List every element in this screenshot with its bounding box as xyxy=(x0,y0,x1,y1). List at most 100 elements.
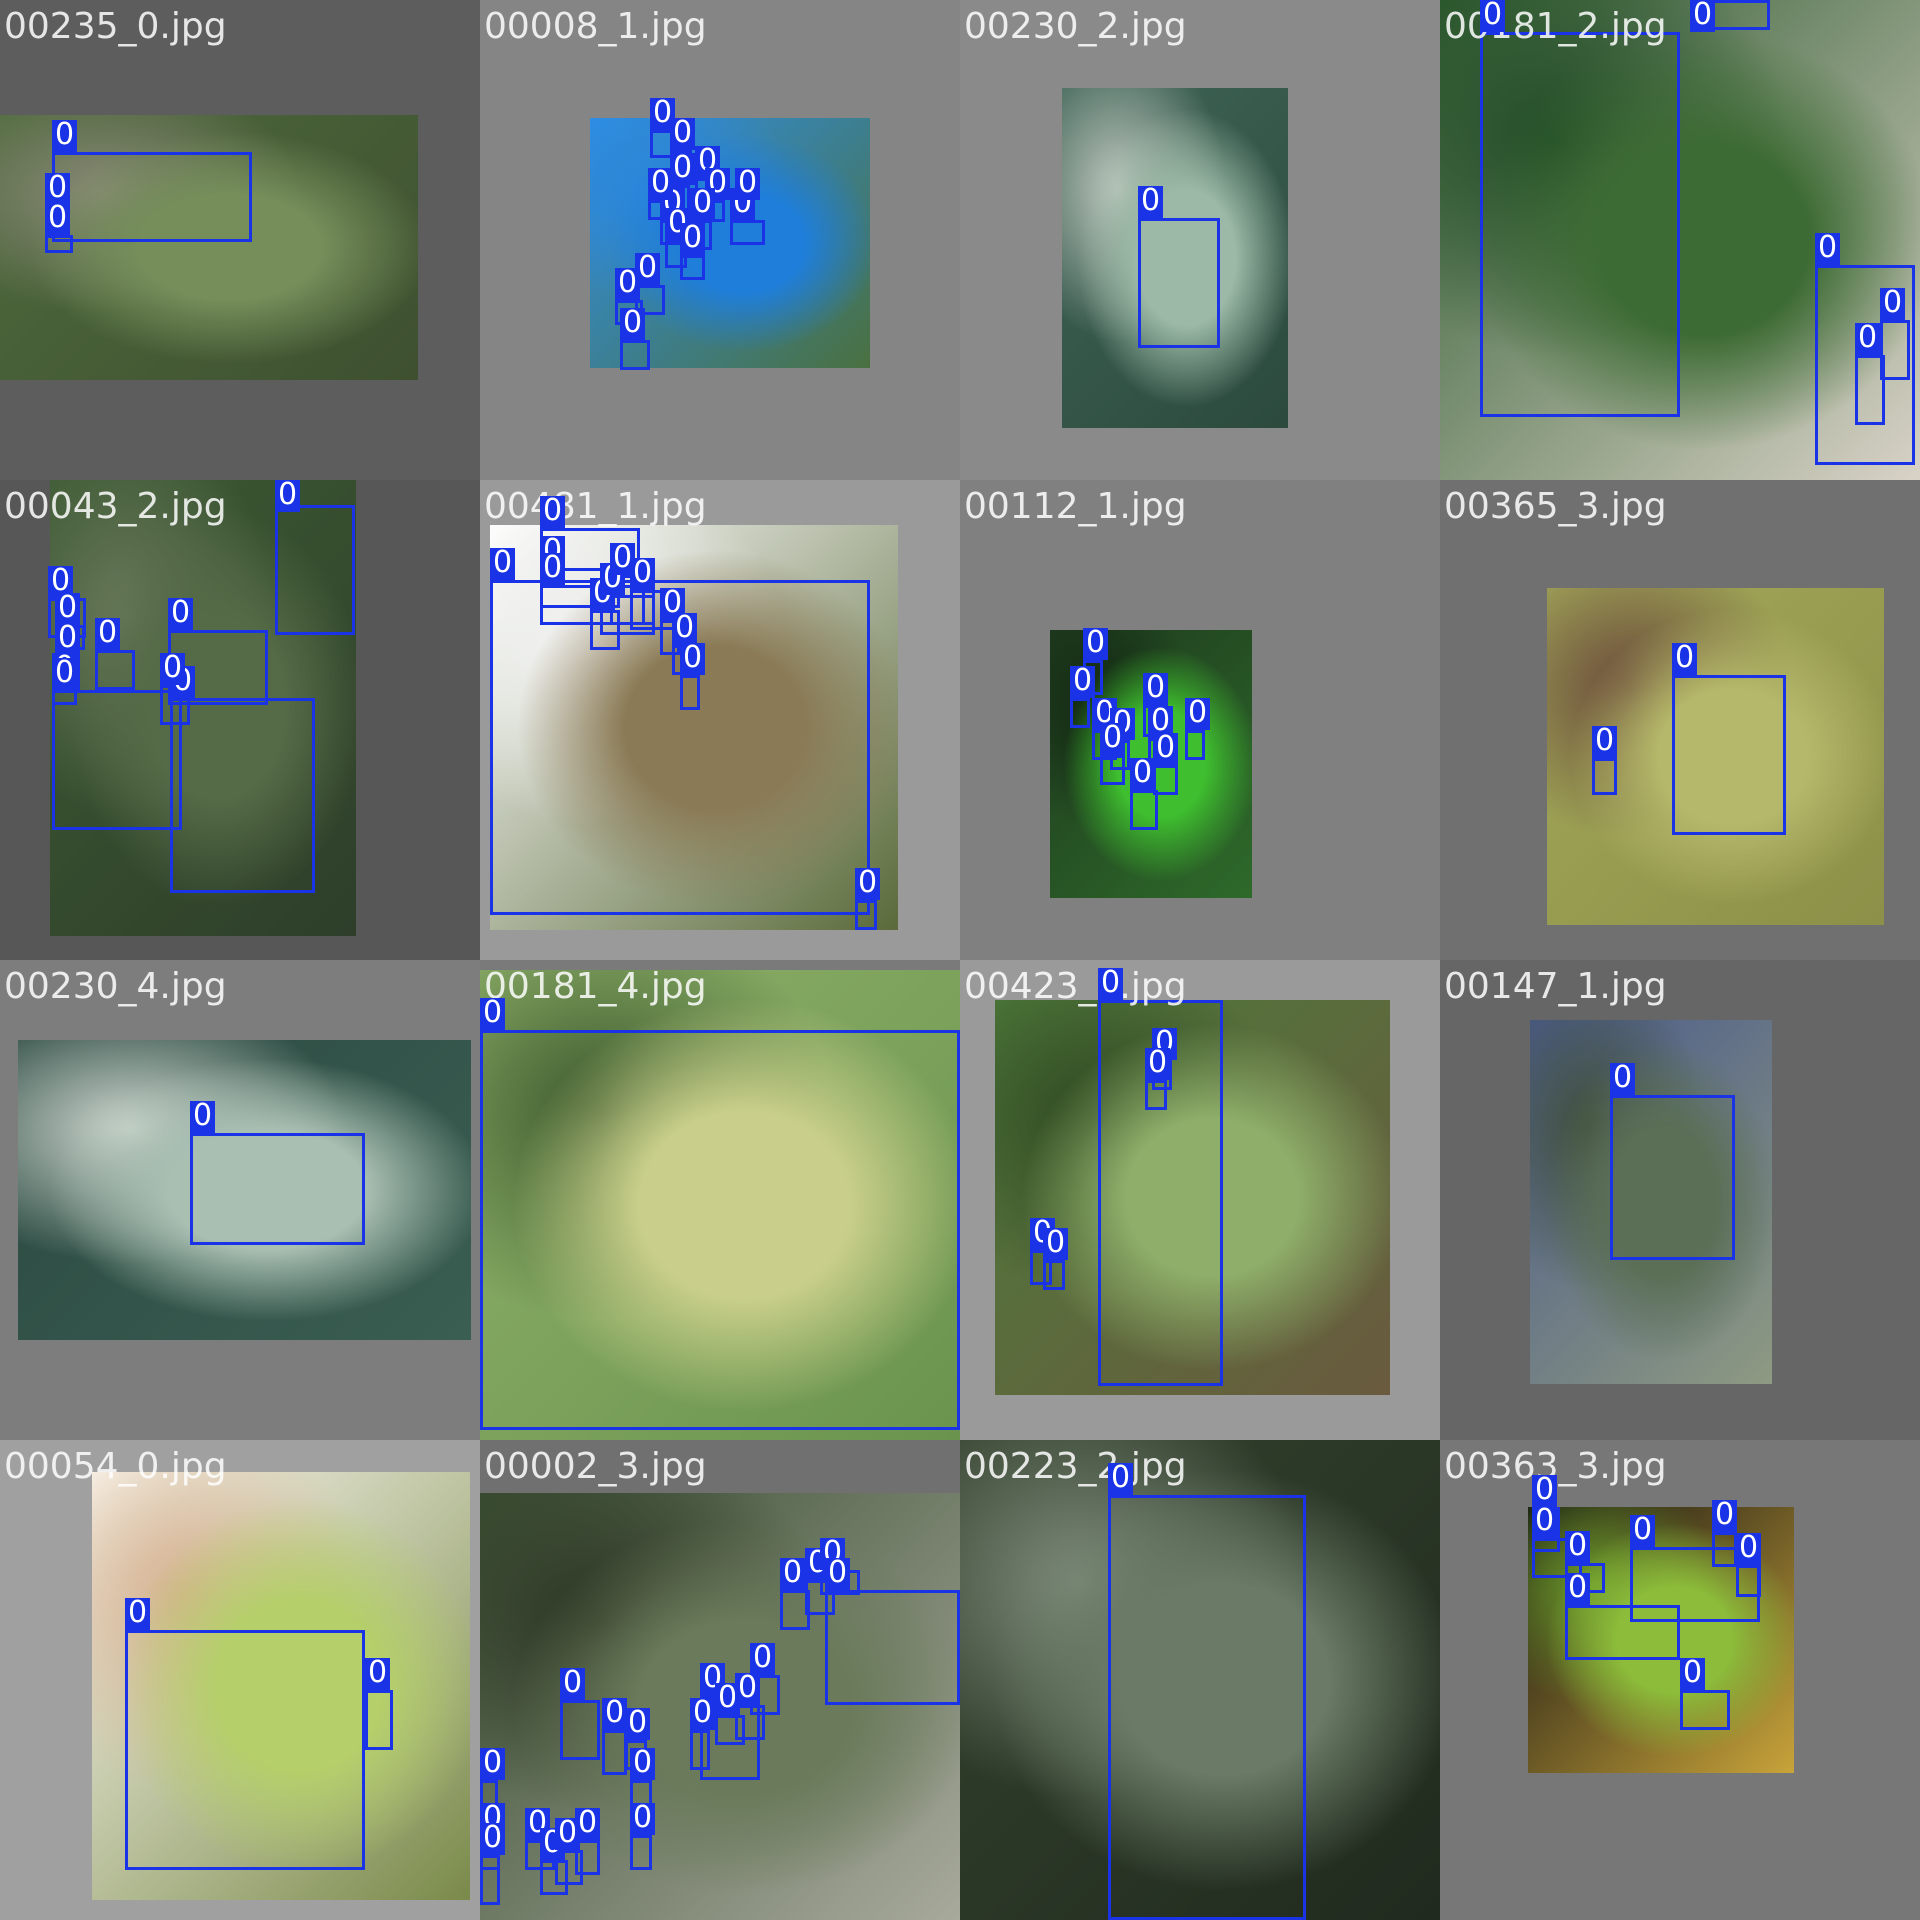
class-label: 0 xyxy=(490,548,515,580)
image-filename: 00365_3.jpg xyxy=(1444,486,1667,528)
class-label: 0 xyxy=(650,98,675,130)
detection-box xyxy=(560,1700,600,1760)
detection-box xyxy=(680,675,700,710)
detection-box xyxy=(1610,1095,1735,1260)
detection-box xyxy=(1880,320,1910,380)
class-label: 0 xyxy=(602,1698,627,1730)
class-label: 0 xyxy=(855,868,880,900)
detection-box xyxy=(730,220,765,245)
detection-box xyxy=(365,1690,393,1750)
class-label: 0 xyxy=(52,120,77,152)
mosaic-tile: 00230_2.jpg 0 xyxy=(960,0,1440,480)
class-label: 0 xyxy=(620,308,645,340)
image-filename: 00230_2.jpg xyxy=(964,6,1187,48)
detection-box xyxy=(125,1630,365,1870)
class-label: 0 xyxy=(1108,1463,1133,1495)
class-label: 0 xyxy=(365,1658,390,1690)
mosaic-tile: 00363_3.jpg 0 0 0 0 0 0 0 0 xyxy=(1440,1440,1920,1920)
class-label: 0 xyxy=(1100,723,1125,755)
image-filename: 00181_4.jpg xyxy=(484,966,707,1008)
mosaic-tile: 00423_3.jpg00000 xyxy=(960,960,1440,1440)
mosaic-tile: 00002_3.jpg 0 0 0 0 0 0 0 0 0 0 0 0 0 0 0 0 0 0 0 0 0 xyxy=(480,1440,960,1920)
class-label: 0 xyxy=(1145,1048,1170,1080)
detection-box xyxy=(602,1730,627,1775)
detection-box xyxy=(1138,218,1220,348)
class-label: 0 xyxy=(1098,968,1123,1000)
class-label: 0 xyxy=(125,1598,150,1630)
class-label: 0 xyxy=(168,598,193,630)
class-label: 0 xyxy=(1592,726,1617,758)
class-label: 0 xyxy=(575,1808,600,1840)
mosaic-tile: 00223_2.jpg 0 xyxy=(960,1440,1440,1920)
mosaic-tile: 00147_1.jpg 0 xyxy=(1440,960,1920,1440)
image-filename: 00147_1.jpg xyxy=(1444,966,1667,1008)
class-label: 0 xyxy=(1565,1531,1590,1563)
class-label: 0 xyxy=(275,480,300,512)
class-label: 0 xyxy=(630,1803,655,1835)
class-label: 0 xyxy=(560,1668,585,1700)
class-label: 0 xyxy=(670,153,695,185)
detection-box xyxy=(1100,755,1125,785)
mosaic-tile: 00365_3.jpg 0 0 xyxy=(1440,480,1920,960)
detection-box xyxy=(1108,1495,1306,1920)
class-label: 0 xyxy=(1070,666,1095,698)
class-label: 0 xyxy=(630,1748,655,1780)
detection-box xyxy=(1145,1080,1167,1110)
class-label: 0 xyxy=(680,223,705,255)
mosaic-tile: 00235_0.jpg 0 0 0 xyxy=(0,0,480,480)
class-label: 0 xyxy=(95,618,120,650)
detection-box xyxy=(170,698,315,893)
class-label: 0 xyxy=(1690,0,1715,32)
class-label: 0 xyxy=(1480,0,1505,32)
class-label: 0 xyxy=(480,1823,505,1855)
class-label: 0 xyxy=(1130,758,1155,790)
image-filename: 00054_0.jpg xyxy=(4,1446,227,1488)
mosaic-tile: 00230_4.jpg 0 xyxy=(0,960,480,1440)
image-filename: 00112_1.jpg xyxy=(964,486,1187,528)
detection-box xyxy=(1565,1605,1680,1660)
detection-box xyxy=(190,1133,365,1245)
detection-box xyxy=(275,505,355,635)
image-filename: 00423_3.jpg xyxy=(964,966,1187,1008)
detection-box xyxy=(680,255,705,280)
detection-box xyxy=(95,650,135,690)
detection-box xyxy=(825,1590,960,1705)
detection-box xyxy=(52,152,252,242)
detection-box xyxy=(1712,1532,1737,1567)
class-label: 0 xyxy=(630,558,655,590)
detection-box xyxy=(630,1835,652,1870)
class-label: 0 xyxy=(190,1101,215,1133)
class-label: 0 xyxy=(625,1708,650,1740)
class-label: 0 xyxy=(780,1558,805,1590)
class-label: 0 xyxy=(1153,733,1178,765)
detection-box xyxy=(45,235,73,253)
detection-box xyxy=(1680,1690,1730,1730)
class-label: 0 xyxy=(52,658,77,690)
class-label: 0 xyxy=(1532,1506,1557,1538)
class-label: 0 xyxy=(1043,1228,1068,1260)
detection-box xyxy=(1672,675,1786,835)
detection-box xyxy=(1185,730,1205,760)
class-label: 0 xyxy=(1083,628,1108,660)
class-label: 0 xyxy=(1610,1063,1635,1095)
class-label: 0 xyxy=(540,496,565,528)
detection-box xyxy=(1070,698,1090,728)
detection-box xyxy=(690,1730,710,1770)
image-filename: 00223_2.jpg xyxy=(964,1446,1187,1488)
class-label: 0 xyxy=(540,553,565,585)
image-filename: 00043_2.jpg xyxy=(4,486,227,528)
class-label: 0 xyxy=(1880,288,1905,320)
class-label: 0 xyxy=(648,168,673,200)
class-label: 0 xyxy=(1630,1515,1655,1547)
class-label: 0 xyxy=(480,1748,505,1780)
detection-box xyxy=(1043,1260,1065,1290)
class-label: 0 xyxy=(160,653,185,685)
detection-box xyxy=(1480,32,1680,417)
class-label: 0 xyxy=(1712,1500,1737,1532)
class-label: 0 xyxy=(735,1673,760,1705)
image-filename: 00481_1.jpg xyxy=(484,486,707,528)
class-label: 0 xyxy=(480,998,505,1030)
class-label: 0 xyxy=(45,203,70,235)
